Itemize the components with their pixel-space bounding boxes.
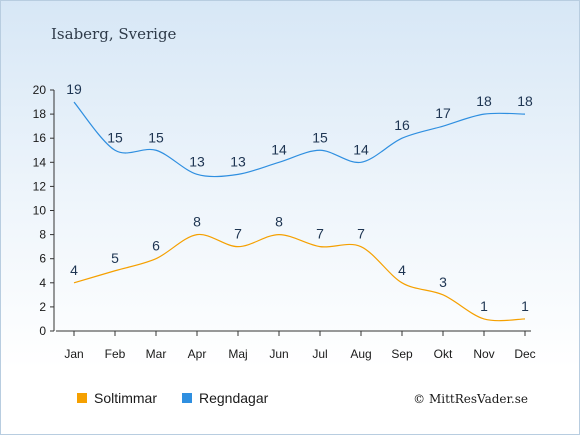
- data-label: 7: [316, 226, 324, 242]
- x-tick-label: Nov: [473, 347, 494, 361]
- data-label: 13: [189, 153, 205, 169]
- y-tick-label: 14: [33, 155, 47, 169]
- y-tick-label: 20: [33, 83, 47, 97]
- data-label: 7: [234, 226, 242, 242]
- data-label: 6: [152, 238, 160, 254]
- data-label: 7: [357, 226, 365, 242]
- series-line-soltimmar: [73, 233, 526, 322]
- legend-swatch: [77, 393, 87, 403]
- data-label: 18: [517, 93, 533, 109]
- x-tick-label: Aug: [350, 347, 371, 361]
- data-label: 3: [439, 274, 447, 290]
- data-label: 14: [353, 141, 369, 157]
- data-label: 5: [111, 250, 119, 266]
- data-label: 1: [521, 298, 529, 314]
- y-tick-label: 18: [33, 107, 47, 121]
- legend: Soltimmar Regndagar: [77, 390, 269, 406]
- x-tick-label: Jun: [269, 347, 288, 361]
- data-label: 15: [148, 129, 164, 145]
- y-tick-label: 2: [39, 300, 46, 314]
- legend-label: Regndagar: [199, 390, 269, 406]
- x-tick-label: Apr: [188, 347, 207, 361]
- data-label: 8: [275, 214, 283, 230]
- y-tick-label: 10: [33, 204, 47, 218]
- data-label: 16: [394, 117, 410, 133]
- x-tick-label: Maj: [228, 347, 247, 361]
- y-tick-label: 4: [39, 276, 46, 290]
- x-tick-label: Jan: [64, 347, 83, 361]
- x-tick-label: Okt: [434, 347, 453, 361]
- data-label: 1: [480, 298, 488, 314]
- data-label: 18: [476, 93, 492, 109]
- data-label: 19: [66, 81, 82, 97]
- series-line-regndagar: [73, 101, 526, 178]
- series-lines: [73, 101, 526, 322]
- data-label: 17: [435, 105, 451, 121]
- credit-text: © MittResVader.se: [413, 392, 528, 406]
- y-tick-label: 12: [33, 179, 47, 193]
- x-tick-label: Sep: [391, 347, 413, 361]
- y-tick-label: 8: [39, 228, 46, 242]
- legend-label: Soltimmar: [94, 390, 157, 406]
- y-tick-label: 16: [33, 131, 47, 145]
- x-tick-label: Dec: [514, 347, 535, 361]
- data-label: 13: [230, 153, 246, 169]
- data-label: 8: [193, 214, 201, 230]
- x-tick-label: Jul: [312, 347, 327, 361]
- legend-swatch: [182, 393, 192, 403]
- x-tick-label: Mar: [146, 347, 167, 361]
- data-label: 15: [312, 129, 328, 145]
- data-label: 15: [107, 129, 123, 145]
- data-label: 4: [70, 262, 78, 278]
- data-label: 14: [271, 141, 287, 157]
- chart-title: Isaberg, Sverige: [51, 25, 177, 43]
- x-tick-label: Feb: [105, 347, 126, 361]
- y-tick-label: 6: [39, 252, 46, 266]
- data-label: 4: [398, 262, 406, 278]
- y-tick-label: 0: [39, 324, 46, 338]
